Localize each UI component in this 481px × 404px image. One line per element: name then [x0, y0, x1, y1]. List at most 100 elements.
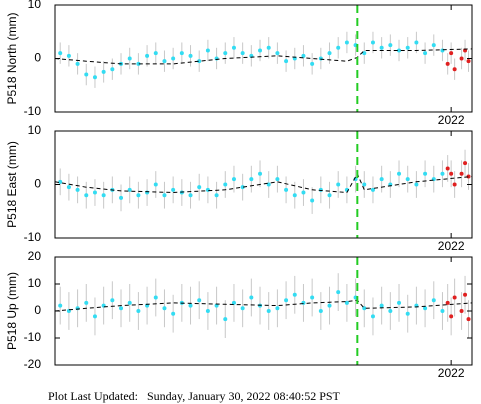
data-point	[379, 177, 384, 182]
x-tick-label: 2022	[438, 239, 465, 253]
data-point	[423, 306, 428, 311]
data-point	[344, 40, 349, 45]
data-point	[459, 171, 464, 176]
y-tick-label: 0	[34, 177, 41, 191]
data-point	[445, 300, 450, 305]
data-point	[362, 182, 367, 187]
data-point	[231, 177, 236, 182]
data-point	[240, 185, 245, 190]
data-point	[258, 171, 263, 176]
y-axis-label: P518 Up (mm)	[5, 272, 19, 350]
data-point	[162, 306, 167, 311]
data-point	[452, 295, 457, 300]
data-point	[153, 295, 158, 300]
plot-frame	[54, 130, 473, 239]
data-point	[136, 61, 141, 66]
data-point	[145, 190, 150, 195]
data-point	[431, 298, 436, 303]
data-point	[440, 309, 445, 313]
y-tick-label: -10	[24, 230, 42, 244]
data-point	[318, 56, 323, 61]
data-point	[240, 51, 245, 56]
data-point	[75, 187, 80, 192]
data-point	[75, 306, 80, 311]
data-point	[370, 187, 375, 192]
data-point	[197, 59, 202, 64]
data-point	[445, 61, 450, 66]
data-point	[284, 298, 289, 303]
data-point	[171, 311, 176, 316]
data-point	[58, 303, 63, 308]
data-point	[84, 193, 89, 198]
data-point	[75, 61, 80, 66]
data-point	[449, 314, 454, 319]
y-axis-label: P518 East (mm)	[5, 141, 19, 228]
data-point	[266, 309, 271, 313]
data-point	[179, 51, 184, 56]
data-point	[136, 193, 141, 198]
data-point	[379, 303, 384, 308]
data-point	[188, 303, 193, 308]
fit-line	[54, 299, 473, 312]
data-point	[214, 193, 219, 198]
data-point	[171, 56, 176, 61]
data-point	[388, 309, 393, 313]
data-point	[136, 309, 141, 313]
data-point	[162, 193, 167, 198]
data-point	[66, 185, 71, 190]
data-point	[84, 72, 89, 77]
data-point	[275, 51, 280, 56]
data-point	[275, 306, 280, 311]
data-point	[452, 67, 457, 72]
data-point	[327, 303, 332, 308]
data-point	[101, 69, 106, 74]
data-point	[463, 161, 468, 166]
data-point	[284, 59, 289, 64]
data-point	[423, 171, 428, 176]
data-point	[397, 48, 402, 53]
y-tick-label: 20	[28, 249, 42, 263]
data-point	[344, 300, 349, 305]
data-point	[292, 193, 297, 198]
y-tick-label: -10	[24, 330, 42, 344]
data-point	[397, 300, 402, 305]
data-point	[405, 177, 410, 182]
data-point	[197, 298, 202, 303]
data-point	[127, 56, 132, 61]
data-point	[127, 187, 132, 192]
y-tick-label: 10	[28, 123, 42, 137]
data-point	[92, 75, 97, 80]
data-point	[327, 51, 332, 56]
data-point	[119, 306, 124, 311]
data-point	[414, 182, 419, 187]
data-point	[240, 306, 245, 311]
data-point	[188, 53, 193, 58]
plot-frame	[54, 256, 473, 366]
data-point	[205, 309, 210, 313]
data-point	[318, 187, 323, 192]
y-tick-label: 0	[34, 51, 41, 65]
data-point	[301, 190, 306, 195]
data-point	[119, 195, 124, 200]
footer: Plot Last Updated: Sunday, January 30, 2…	[48, 389, 341, 403]
data-point	[318, 309, 323, 313]
data-point	[171, 187, 176, 192]
y-axis-label: P518 North (mm)	[5, 12, 19, 104]
data-point	[231, 45, 236, 50]
data-point	[162, 59, 167, 64]
fit-line	[54, 48, 473, 65]
data-point	[223, 182, 228, 187]
data-point	[205, 48, 210, 53]
x-tick-label: 2022	[438, 366, 465, 380]
data-point	[362, 306, 367, 311]
data-point	[266, 45, 271, 50]
data-point	[327, 193, 332, 198]
data-point	[310, 295, 315, 300]
data-point	[397, 171, 402, 176]
data-point	[414, 40, 419, 45]
data-point	[284, 187, 289, 192]
data-point	[249, 295, 254, 300]
data-point	[301, 53, 306, 58]
